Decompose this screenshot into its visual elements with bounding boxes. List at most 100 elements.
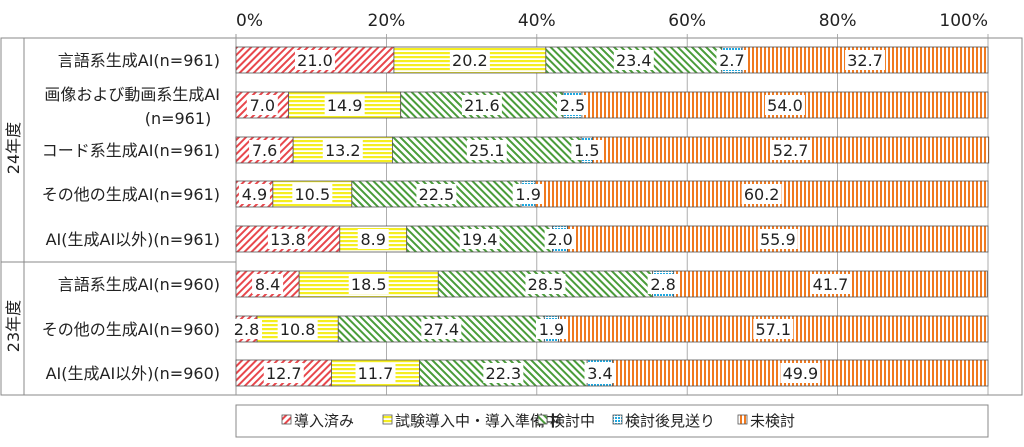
category-label: 画像および動画系生成AI bbox=[44, 85, 220, 104]
x-tick-label: 100% bbox=[939, 11, 988, 31]
data-label: 54.0 bbox=[767, 96, 803, 115]
data-label: 3.4 bbox=[587, 364, 612, 383]
data-label: 12.7 bbox=[266, 364, 302, 383]
category-label: 言語系生成AI(n=961) bbox=[58, 51, 220, 70]
plot-frame bbox=[0, 37, 1023, 396]
x-tick-label: 0% bbox=[236, 11, 263, 31]
x-tick-label: 60% bbox=[668, 11, 706, 31]
data-label: 18.5 bbox=[351, 275, 387, 294]
data-label-bg bbox=[466, 140, 507, 160]
data-label-bg bbox=[535, 319, 567, 339]
data-label: 49.9 bbox=[783, 364, 819, 383]
data-label-bg bbox=[416, 184, 457, 204]
data-label: 1.5 bbox=[574, 141, 599, 160]
legend-swatch bbox=[281, 414, 292, 425]
data-label-bg bbox=[544, 229, 576, 249]
data-label-bg bbox=[292, 184, 333, 204]
data-label-bg bbox=[355, 363, 396, 383]
category-label: その他の生成AI(n=961) bbox=[42, 185, 220, 204]
data-label-bg bbox=[249, 140, 281, 160]
legend-swatch bbox=[382, 414, 393, 425]
category-label: その他の生成AI(n=960) bbox=[42, 320, 220, 339]
data-label: 13.2 bbox=[325, 141, 361, 160]
data-label: 23.4 bbox=[616, 51, 652, 70]
data-label: 2.5 bbox=[560, 96, 585, 115]
data-label-bg bbox=[461, 95, 502, 115]
legend-label: 導入済み bbox=[294, 412, 354, 430]
data-label: 10.5 bbox=[295, 185, 331, 204]
data-label-bg bbox=[571, 140, 603, 160]
data-label-bg bbox=[449, 50, 490, 70]
category-label: AI(生成AI以外)(n=960) bbox=[46, 364, 220, 383]
data-label-bg bbox=[613, 50, 654, 70]
data-label: 57.1 bbox=[755, 320, 791, 339]
data-label-bg bbox=[421, 319, 462, 339]
data-label-bg bbox=[753, 319, 794, 339]
data-label: 32.7 bbox=[847, 51, 883, 70]
data-label-bg bbox=[348, 274, 389, 294]
data-label-bg bbox=[267, 229, 308, 249]
legend-box bbox=[235, 404, 989, 438]
data-label: 7.0 bbox=[250, 96, 275, 115]
category-label: 言語系生成AI(n=960) bbox=[58, 275, 220, 294]
data-label-bg bbox=[757, 229, 798, 249]
x-tick-label: 20% bbox=[368, 11, 406, 31]
data-label: 2.7 bbox=[719, 51, 744, 70]
data-label-bg bbox=[252, 274, 284, 294]
data-label: 27.4 bbox=[423, 320, 459, 339]
data-label: 2.8 bbox=[234, 320, 259, 339]
data-label-bg bbox=[780, 363, 821, 383]
data-label-bg bbox=[810, 274, 851, 294]
legend-label: 検討後見送り bbox=[625, 412, 715, 430]
data-label: 52.7 bbox=[773, 141, 809, 160]
data-label: 19.4 bbox=[462, 230, 498, 249]
data-label-bg bbox=[557, 95, 589, 115]
data-label: 22.5 bbox=[419, 185, 455, 204]
category-label: コード系生成AI(n=961) bbox=[42, 141, 220, 160]
data-label-bg bbox=[483, 363, 524, 383]
data-label: 8.4 bbox=[255, 275, 280, 294]
data-label-bg bbox=[277, 319, 318, 339]
data-label-bg bbox=[294, 50, 335, 70]
data-label-bg bbox=[263, 363, 304, 383]
legend-label: 検討中 bbox=[550, 412, 595, 430]
legend-swatch bbox=[612, 414, 623, 425]
data-label: 60.2 bbox=[744, 185, 780, 204]
data-label-bg bbox=[845, 50, 886, 70]
data-label-bg bbox=[584, 363, 616, 383]
data-label: 2.8 bbox=[650, 275, 675, 294]
group-label: 24年度 bbox=[4, 122, 23, 174]
data-label-bg bbox=[246, 95, 278, 115]
category-label: (n=961) bbox=[145, 109, 212, 128]
data-label: 14.9 bbox=[327, 96, 363, 115]
data-label: 21.0 bbox=[297, 51, 333, 70]
x-tick-label: 40% bbox=[518, 11, 556, 31]
data-label: 11.7 bbox=[358, 364, 394, 383]
legend-swatch bbox=[737, 414, 748, 425]
data-label-bg bbox=[324, 95, 365, 115]
data-label-bg bbox=[512, 184, 544, 204]
data-label: 55.9 bbox=[760, 230, 796, 249]
data-label: 25.1 bbox=[469, 141, 505, 160]
data-label: 7.6 bbox=[252, 141, 277, 160]
x-tick-label: 80% bbox=[819, 11, 857, 31]
legend-swatch bbox=[537, 414, 548, 425]
data-label: 8.9 bbox=[361, 230, 386, 249]
data-label: 20.2 bbox=[452, 51, 488, 70]
data-label: 41.7 bbox=[813, 275, 849, 294]
category-label: AI(生成AI以外)(n=961) bbox=[46, 230, 220, 249]
data-label-bg bbox=[231, 319, 263, 339]
data-label: 21.6 bbox=[464, 96, 500, 115]
data-label-bg bbox=[322, 140, 363, 160]
data-label-bg bbox=[770, 140, 811, 160]
data-label-bg bbox=[459, 229, 500, 249]
data-label: 13.8 bbox=[270, 230, 306, 249]
data-label-bg bbox=[764, 95, 805, 115]
data-label: 1.9 bbox=[539, 320, 564, 339]
data-label-bg bbox=[647, 274, 679, 294]
group-label: 23年度 bbox=[4, 300, 23, 352]
data-label: 2.0 bbox=[547, 230, 572, 249]
data-label: 1.9 bbox=[515, 185, 540, 204]
data-label: 4.9 bbox=[242, 185, 267, 204]
data-label-bg bbox=[357, 229, 389, 249]
